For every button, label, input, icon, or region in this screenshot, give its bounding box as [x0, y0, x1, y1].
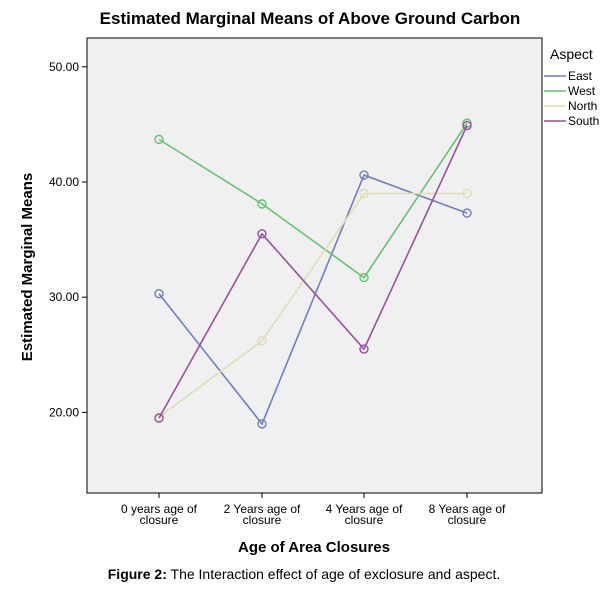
legend-label-west: West	[568, 84, 596, 98]
x-tick-label: 8 Years age of closure	[429, 502, 506, 527]
series-layer	[154, 118, 472, 429]
series-line-south	[158, 125, 468, 419]
legend-label-north: North	[568, 99, 597, 113]
series-line-north	[158, 192, 467, 418]
series-line-west	[158, 122, 468, 279]
legend-label-south: South	[568, 114, 599, 128]
x-tick-label: 2 Years age of closure	[224, 502, 301, 527]
x-tick-label-line: closure	[140, 513, 179, 527]
legend-title: Aspect	[550, 46, 593, 62]
data-point-south	[154, 413, 164, 423]
y-tick-label: 20.00	[49, 405, 79, 419]
y-tick-label: 40.00	[49, 175, 79, 189]
data-point-east	[359, 170, 369, 180]
data-point-east	[154, 289, 164, 299]
y-axis-title: Estimated Marginal Means	[19, 173, 36, 361]
x-tick-label-line: closure	[448, 513, 487, 527]
x-tick-label: 0 years age of closure	[121, 502, 198, 527]
data-point-east	[462, 208, 472, 218]
y-tick-label: 50.00	[49, 60, 79, 74]
x-tick-label-line: closure	[345, 513, 384, 527]
x-tick-label-line: 0 years age of	[121, 502, 198, 516]
legend-label-east: East	[568, 69, 593, 83]
x-tick-label: 4 Years age of closure	[326, 502, 403, 527]
data-point-west	[359, 272, 369, 283]
x-axis-title: Age of Area Closures	[238, 539, 390, 556]
figure-caption: Figure 2: The Interaction effect of age …	[0, 566, 608, 582]
data-point-north	[462, 188, 472, 199]
caption-label: Figure 2:	[107, 566, 167, 582]
data-point-west	[154, 134, 164, 145]
data-point-north	[257, 336, 267, 346]
x-tick-label-line: closure	[243, 513, 282, 527]
data-point-north	[359, 188, 369, 199]
chart-title: Estimated Marginal Means of Above Ground…	[100, 9, 521, 28]
x-tick-label-line: 8 Years age of	[429, 502, 506, 516]
y-axis: 20.00 30.00 40.00 50.00	[49, 60, 87, 419]
caption-text: The Interaction effect of age of exclosu…	[166, 566, 501, 582]
y-tick-label: 30.00	[49, 290, 79, 304]
data-point-south	[462, 120, 472, 131]
data-point-west	[257, 199, 267, 209]
data-point-south	[359, 344, 369, 354]
x-tick-label-line: 2 Years age of	[224, 502, 301, 516]
x-tick-label-line: 4 Years age of	[326, 502, 403, 516]
data-point-east	[257, 419, 267, 429]
data-point-south	[257, 229, 267, 239]
